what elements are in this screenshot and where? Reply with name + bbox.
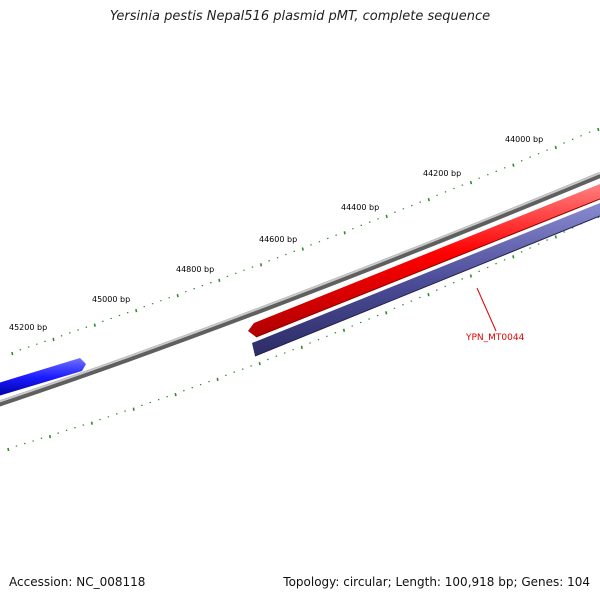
- gene-bar-reverse-edge: [254, 215, 600, 357]
- major-tick: [7, 447, 10, 452]
- map-title: Yersinia pestis Nepal516 plasmid pMT, co…: [109, 9, 491, 24]
- major-tick: [512, 255, 515, 259]
- major-tick: [385, 214, 388, 219]
- major-tick: [512, 163, 515, 167]
- plasmid-backbone: [0, 172, 600, 407]
- major-tick: [301, 247, 304, 251]
- major-tick: [427, 197, 430, 202]
- major-tick: [554, 145, 557, 150]
- major-tick: [135, 308, 138, 313]
- tick-label: 45000 bp: [92, 295, 130, 304]
- accession-text: Accession: NC_008118: [9, 575, 146, 589]
- gene-bar-reverse: [252, 203, 600, 356]
- gene-arrow-forward: [248, 184, 600, 337]
- major-tick: [597, 127, 600, 132]
- major-tick: [342, 328, 346, 332]
- major-tick: [11, 351, 14, 356]
- tick-label: 44400 bp: [341, 203, 379, 212]
- major-tick: [554, 235, 557, 239]
- major-tick: [90, 421, 93, 425]
- gene-label: YPN_MT0044: [465, 333, 525, 343]
- major-tick: [343, 231, 346, 235]
- tick-label: 45200 bp: [9, 323, 47, 332]
- gene-arrow-forward-edge: [255, 198, 600, 338]
- major-tick: [259, 263, 263, 267]
- tick-label: 44600 bp: [259, 235, 297, 244]
- plasmid-backbone-highlight: [0, 172, 600, 403]
- outer-tick-ring: [11, 127, 600, 356]
- major-tick: [174, 392, 177, 397]
- tick-label: 44800 bp: [176, 265, 214, 274]
- major-tick: [52, 337, 55, 342]
- major-tick: [469, 180, 473, 185]
- tick-label: 44200 bp: [423, 169, 461, 178]
- gene-label-pointer: [476, 287, 497, 332]
- major-tick: [385, 311, 388, 315]
- inner-tick-ring: [7, 214, 600, 452]
- major-tick: [427, 293, 430, 297]
- major-tick: [216, 377, 219, 382]
- summary-text: Topology: circular; Length: 100,918 bp; …: [283, 575, 590, 589]
- major-tick: [132, 407, 135, 411]
- major-tick: [93, 323, 96, 327]
- major-tick: [300, 345, 303, 349]
- tick-label: 44000 bp: [505, 135, 543, 144]
- major-tick: [469, 274, 472, 278]
- gene-arrow-other: [0, 358, 86, 396]
- major-tick: [176, 293, 179, 298]
- major-tick: [258, 361, 261, 366]
- major-tick: [48, 434, 52, 439]
- major-tick: [218, 278, 221, 283]
